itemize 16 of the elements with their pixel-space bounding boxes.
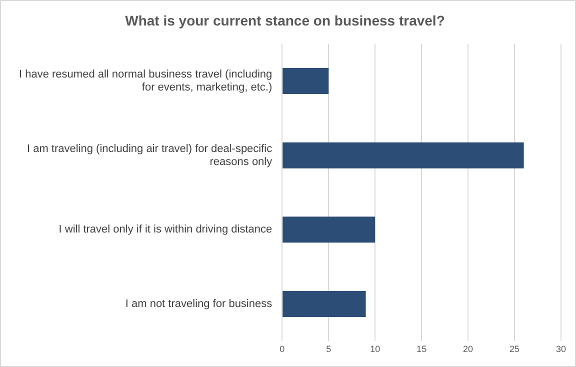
- y-tick-label: I will travel only if it is within driving distance: [58, 224, 272, 236]
- y-tick-label: I have resumed all normal business travel (including for events, marketing, etc.): [19, 68, 272, 94]
- x-tick-label: 5: [326, 344, 332, 354]
- x-tick-label: 25: [510, 344, 520, 354]
- chart-title: What is your current stance on business travel?: [125, 12, 445, 28]
- y-tick-label: I am traveling (including air travel) for deal-specific reasons only: [26, 142, 273, 168]
- x-tick-label: 15: [416, 344, 427, 354]
- bar: [282, 142, 524, 168]
- bar: [282, 68, 329, 94]
- x-tick-label: 0: [280, 344, 285, 354]
- x-tick-label: 10: [370, 344, 380, 354]
- bar: [282, 291, 366, 318]
- bar: [282, 216, 376, 243]
- y-tick-label: I am not traveling for business: [125, 298, 273, 310]
- x-tick-label: 30: [556, 344, 566, 354]
- x-tick-label: 20: [463, 344, 474, 354]
